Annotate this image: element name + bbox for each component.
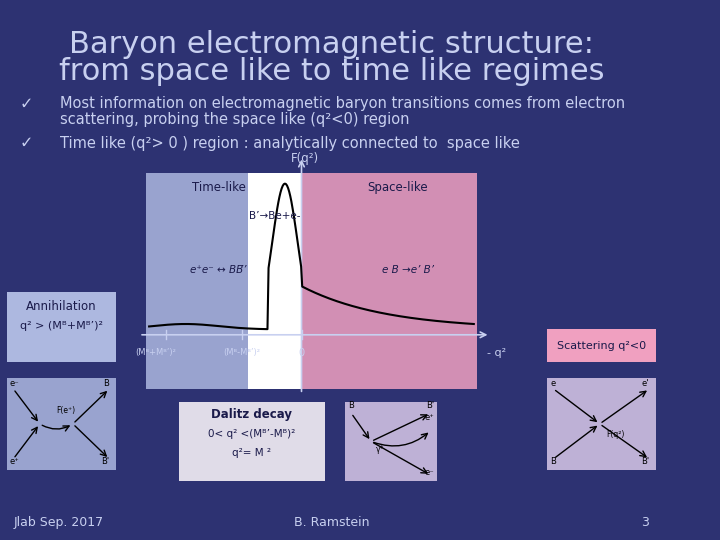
Text: B’→Be+e-: B’→Be+e- [249,211,301,221]
Text: B: B [550,457,556,467]
FancyBboxPatch shape [179,402,325,481]
FancyBboxPatch shape [345,402,437,481]
Text: γ*: γ* [377,446,384,454]
Text: Space-like: Space-like [367,181,428,194]
Text: e⁺e⁻ ↔ BB̅’: e⁺e⁻ ↔ BB̅’ [190,265,247,275]
Text: e⁻: e⁻ [10,379,19,388]
Text: F(q²): F(q²) [606,430,625,440]
Text: F(e⁺): F(e⁺) [56,406,76,415]
Text: ✓: ✓ [20,97,33,112]
Text: e⁺: e⁺ [10,457,19,467]
Text: Baryon electromagnetic structure:: Baryon electromagnetic structure: [69,30,594,59]
Text: Time-like: Time-like [192,181,246,194]
FancyBboxPatch shape [248,173,302,389]
FancyBboxPatch shape [302,173,477,389]
FancyBboxPatch shape [6,378,116,470]
Text: B: B [348,401,354,410]
Text: 0: 0 [299,348,305,359]
Text: e B →e’ B’: e B →e’ B’ [382,265,433,275]
FancyBboxPatch shape [546,329,656,362]
Text: B': B' [642,457,649,467]
Text: Jlab Sep. 2017: Jlab Sep. 2017 [13,516,104,529]
Text: B. Ramstein: B. Ramstein [294,516,369,529]
Text: e⁺: e⁺ [424,413,434,422]
Text: Annihilation: Annihilation [26,300,96,313]
Text: (Mᴮ-Mᴮ’)²: (Mᴮ-Mᴮ’)² [223,348,261,357]
Text: Scattering q²<0: Scattering q²<0 [557,341,646,350]
Text: B: B [104,379,109,388]
Text: Dalitz decay: Dalitz decay [211,408,292,421]
FancyBboxPatch shape [145,173,302,389]
FancyBboxPatch shape [546,378,656,470]
Text: e': e' [642,379,649,388]
Text: ✓: ✓ [20,136,33,151]
Text: q² > (Mᴮ+Mᴮ’)²: q² > (Mᴮ+Mᴮ’)² [19,321,103,332]
Text: B': B' [426,401,434,410]
Text: scattering, probing the space like (q²<0) region: scattering, probing the space like (q²<0… [60,112,409,127]
Text: e⁻: e⁻ [424,468,434,477]
Text: F(q²): F(q²) [291,152,319,165]
Text: e: e [550,379,555,388]
Text: 3: 3 [642,516,649,529]
FancyBboxPatch shape [6,292,116,362]
Text: 0< q² <(Mᴮ’-Mᴮ)²: 0< q² <(Mᴮ’-Mᴮ)² [208,429,295,440]
Text: B': B' [102,457,109,467]
Text: q²= M ²: q²= M ² [233,448,271,458]
Text: Most information on electromagnetic baryon transitions comes from electron: Most information on electromagnetic bary… [60,96,625,111]
Text: Time like (q²> 0 ) region : analytically connected to  space like: Time like (q²> 0 ) region : analytically… [60,136,520,151]
Text: from space like to time like regimes: from space like to time like regimes [58,57,604,86]
Text: - q²: - q² [487,348,507,359]
Text: (Mᴮ+Mᴮ’)²: (Mᴮ+Mᴮ’)² [135,348,176,357]
